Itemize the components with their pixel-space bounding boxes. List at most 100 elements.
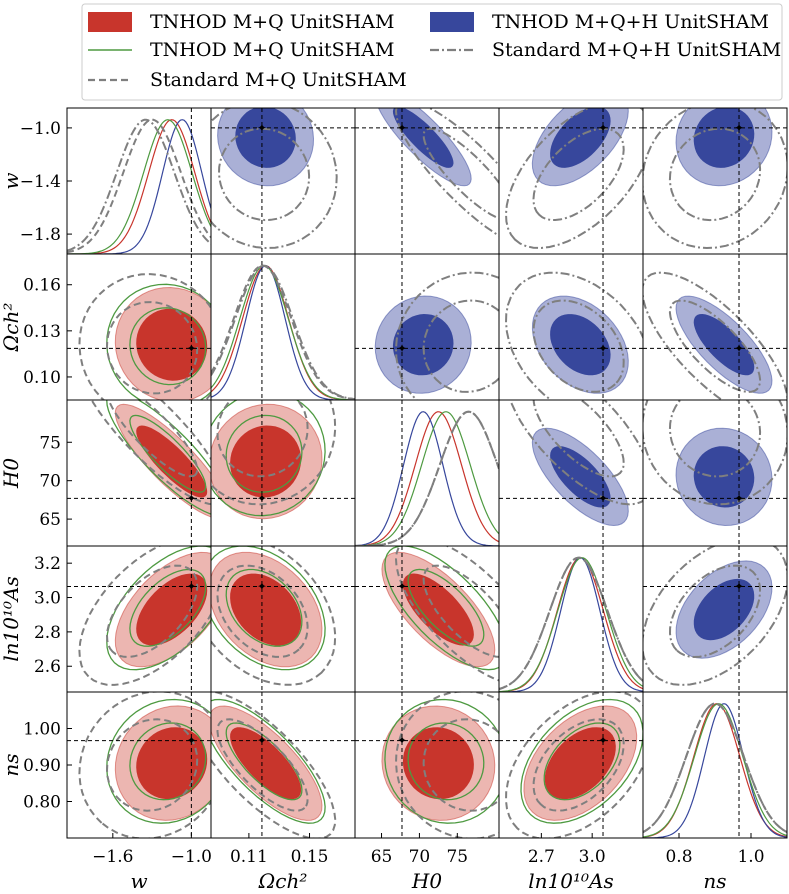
y-tick-label: 0.13 <box>23 322 61 342</box>
legend-label: Standard M+Q+H UnitSHAM <box>492 39 781 61</box>
contour-line-2sigma-4 <box>211 692 337 838</box>
contour-line-1sigma-3 <box>422 299 499 393</box>
panel-content: ✦ <box>643 254 787 400</box>
marginal-1 <box>499 557 643 692</box>
marginal-2 <box>643 703 787 838</box>
panel-content: ✦ <box>499 400 643 546</box>
contour-line-1sigma-2 <box>225 722 303 801</box>
y-tick-label: 3.0 <box>34 589 61 609</box>
contour-line-1sigma-3 <box>217 127 311 222</box>
contour-line-2sigma-4 <box>211 546 337 686</box>
y-axis-label: ns <box>0 753 23 776</box>
y-tick-label: 0.10 <box>23 368 61 388</box>
contour-line-1sigma-3 <box>422 127 499 220</box>
panel-content: ✦ <box>67 400 211 546</box>
marginal-4 <box>67 118 211 254</box>
panel-w-ns: ✦ <box>642 107 788 255</box>
x-axis-label: ln10¹⁰As <box>528 869 613 893</box>
legend-label: Standard M+Q UnitSHAM <box>150 69 407 91</box>
panel-w-lnAs: ✦ <box>498 107 644 255</box>
legend-entry: TNHOD M+Q UnitSHAM <box>88 11 394 33</box>
contour-line-2sigma-4 <box>78 546 211 686</box>
panel-content <box>211 254 355 400</box>
x-tick-label: 70 <box>409 847 431 867</box>
panel-content: ✦ <box>643 400 787 546</box>
contour-1sigma-0 <box>136 308 208 381</box>
contour-1sigma-0 <box>136 425 208 498</box>
y-tick-label: 2.6 <box>34 657 61 677</box>
panel-content: ✦ <box>499 108 643 254</box>
x-axis-label: Ωch² <box>258 869 308 893</box>
y-tick-label: 1.00 <box>23 720 61 740</box>
contour-line-2sigma-4 <box>504 692 643 838</box>
panels: −1.0−1.4−1.8✦ ✦ ✦ ✦✦0.160.130.10✦ ✦ ✦✦757065✦… <box>20 107 788 867</box>
y-tick-label: 70 <box>39 472 61 492</box>
marginal-3 <box>211 264 355 400</box>
marginal-3 <box>67 118 211 252</box>
contour-line-1sigma-3 <box>668 564 762 659</box>
y-tick-label: 0.80 <box>23 793 61 813</box>
contour-line-2sigma-2 <box>106 283 211 400</box>
truth-star: ✦ <box>598 734 608 748</box>
x-tick-label: 75 <box>446 847 468 867</box>
marginal-3 <box>499 556 643 691</box>
contour-line-1sigma-3 <box>668 400 762 478</box>
contour-line-1sigma-2 <box>407 722 485 801</box>
panel-omch2-lnAs: ✦ <box>498 253 644 401</box>
legend-swatch <box>88 12 132 32</box>
panel-omch2-w: ✦ 0.16 0.13 0.10 <box>23 253 212 401</box>
panel-w-w: −1.0 −1.4 −1.8 <box>20 107 212 255</box>
contour-line-2sigma-2 <box>211 400 326 517</box>
truth-star: ✦ <box>397 121 407 135</box>
truth-star: ✦ <box>257 580 267 594</box>
marginal-2 <box>211 265 355 400</box>
contour-line-1sigma-3 <box>532 127 625 222</box>
panel-content: ✦ <box>355 546 499 692</box>
marginal-3 <box>643 702 787 833</box>
x-tick-label: 0.15 <box>291 847 329 867</box>
y-tick-label: 2.8 <box>34 623 61 643</box>
truth-star: ✦ <box>598 121 608 135</box>
panel-content: ✦ <box>355 254 499 400</box>
axis-labels: w w Ωch² Ωch² H0 H0 ln10¹⁰As ln10¹⁰As ns ns <box>0 172 727 893</box>
x-axis-label: ns <box>703 869 726 893</box>
y-tick-label: −1.0 <box>20 119 61 139</box>
contour-line-2sigma-2 <box>211 698 326 824</box>
legend-entry: Standard M+Q UnitSHAM <box>88 69 407 91</box>
truth-star: ✦ <box>186 734 196 748</box>
y-tick-label: −1.8 <box>20 225 61 245</box>
legend-entry: TNHOD M+Q UnitSHAM <box>88 39 394 61</box>
x-tick-label: 0.8 <box>665 847 692 867</box>
panel-content <box>67 108 211 254</box>
x-tick-label: 65 <box>371 847 393 867</box>
contour-line-1sigma-2 <box>129 568 207 647</box>
marginal-2 <box>67 119 211 254</box>
panel-H0-ns: ✦ <box>642 399 788 547</box>
panel-content: ✦ <box>355 692 499 838</box>
contour-1sigma-0 <box>402 727 474 800</box>
panel-frame <box>354 399 500 547</box>
contour-line-2sigma-3 <box>504 271 643 400</box>
contour-1sigma-0 <box>230 727 302 800</box>
contour-line-1sigma-3 <box>532 400 625 478</box>
contour-1sigma-0 <box>544 727 616 800</box>
contour-1sigma-1 <box>550 314 611 376</box>
panel-H0-omch2: ✦ <box>210 399 356 547</box>
legend-frame <box>81 3 783 101</box>
panel-w-omch2: ✦ <box>210 107 356 255</box>
contour-line-2sigma-2 <box>520 698 643 824</box>
panel-content: ✦ <box>67 254 211 400</box>
contour-line-1sigma-2 <box>407 568 485 647</box>
truth-star: ✦ <box>397 341 407 355</box>
y-axis-label: w <box>0 172 23 189</box>
truth-star: ✦ <box>186 341 196 355</box>
truth-star: ✦ <box>186 491 196 505</box>
x-axis-label: H0 <box>411 869 442 893</box>
panel-omch2-omch2 <box>210 253 356 401</box>
contour-line-2sigma-3 <box>394 271 499 400</box>
y-tick-label: 0.16 <box>23 276 61 296</box>
panel-lnAs-H0: ✦ <box>354 545 500 693</box>
contour-line-2sigma-3 <box>504 108 643 250</box>
panel-frame <box>642 691 788 839</box>
